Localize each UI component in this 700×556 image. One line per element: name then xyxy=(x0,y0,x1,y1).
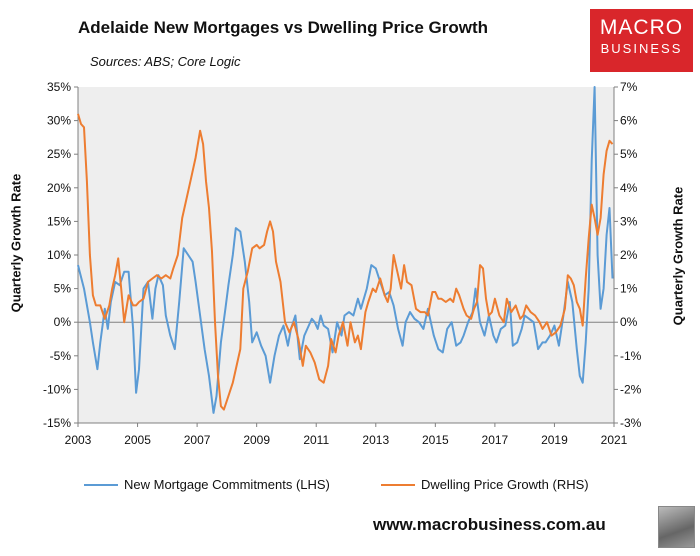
left-tick-label: 35% xyxy=(47,80,71,94)
x-tick-label: 2013 xyxy=(362,433,389,447)
x-tick-label: 2011 xyxy=(303,433,329,447)
left-tick-label: 15% xyxy=(47,214,71,228)
right-tick-label: 4% xyxy=(620,181,638,195)
left-tick-label: -10% xyxy=(43,382,71,396)
left-tick-label: -5% xyxy=(50,349,72,363)
right-tick-label: 2% xyxy=(620,248,638,262)
macrobusiness-logo[interactable]: MACRO BUSINESS xyxy=(590,9,693,72)
logo-line-1: MACRO xyxy=(599,16,684,39)
right-tick-label: 7% xyxy=(620,80,638,94)
wolf-logo-icon xyxy=(658,506,695,548)
mortgage-commitments-line xyxy=(77,86,614,414)
right-tick-label: 5% xyxy=(620,147,638,161)
left-tick-label: 0% xyxy=(54,315,72,329)
x-tick-label: 2009 xyxy=(243,433,270,447)
legend-price-label: Dwelling Price Growth (RHS) xyxy=(421,477,589,492)
right-tick-label: 1% xyxy=(620,282,638,296)
left-tick-label: 30% xyxy=(47,114,71,128)
x-tick-label: 2017 xyxy=(482,433,509,447)
chart-title: Adelaide New Mortgages vs Dwelling Price… xyxy=(78,18,488,37)
logo-line-2: BUSINESS xyxy=(600,41,683,56)
legend-mortgage-swatch xyxy=(84,483,118,486)
plot-background xyxy=(78,87,614,423)
left-tick-label: -15% xyxy=(43,416,71,430)
left-tick-label: 5% xyxy=(54,282,72,296)
dwelling-price-growth-line xyxy=(77,113,614,411)
right-tick-label: 0% xyxy=(620,315,638,329)
legend-mortgage-label: New Mortgage Commitments (LHS) xyxy=(124,477,330,492)
x-tick-label: 2007 xyxy=(184,433,211,447)
chart-subtitle: Sources: ABS; Core Logic xyxy=(90,54,241,69)
left-tick-label: 20% xyxy=(47,181,71,195)
x-tick-label: 2003 xyxy=(65,433,92,447)
legend-price-swatch xyxy=(381,483,415,486)
left-tick-label: 25% xyxy=(47,147,71,161)
legend-mortgage: New Mortgage Commitments (LHS) xyxy=(84,477,330,492)
right-tick-label: 3% xyxy=(620,214,638,228)
right-tick-label: -1% xyxy=(620,349,642,363)
left-tick-label: 10% xyxy=(47,248,71,262)
x-tick-label: 2005 xyxy=(124,433,151,447)
legend-price: Dwelling Price Growth (RHS) xyxy=(381,477,589,492)
x-tick-label: 2015 xyxy=(422,433,449,447)
x-tick-label: 2019 xyxy=(541,433,568,447)
footer-url[interactable]: www.macrobusiness.com.au xyxy=(373,515,606,534)
right-tick-label: 6% xyxy=(620,114,638,128)
x-tick-label: 2021 xyxy=(601,433,628,447)
right-tick-label: -2% xyxy=(620,382,642,396)
right-tick-label: -3% xyxy=(620,416,642,430)
